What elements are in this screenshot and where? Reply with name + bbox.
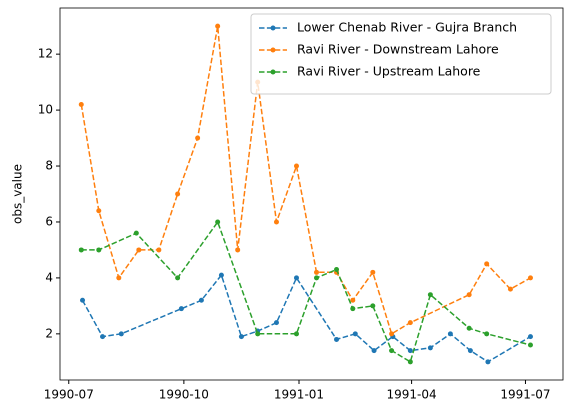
- point: [238, 334, 244, 340]
- y-tick-label: 4: [45, 270, 53, 284]
- point: [467, 348, 473, 354]
- point: [407, 359, 413, 365]
- point: [447, 331, 453, 337]
- point: [116, 275, 122, 281]
- point: [273, 320, 279, 326]
- legend-marker: [270, 47, 276, 53]
- x-tick-label: 1990-10: [159, 388, 209, 402]
- point: [466, 292, 472, 298]
- point: [527, 275, 533, 281]
- point: [293, 163, 299, 169]
- point: [334, 336, 340, 342]
- legend-marker: [270, 69, 276, 75]
- point: [370, 269, 376, 275]
- point: [100, 334, 106, 340]
- point: [235, 247, 241, 253]
- point: [215, 219, 221, 225]
- legend-label: Lower Chenab River - Gujra Branch: [297, 20, 517, 35]
- point: [136, 247, 142, 253]
- point: [96, 247, 102, 253]
- legend-label: Ravi River - Upstream Lahore: [297, 64, 481, 79]
- point: [78, 247, 84, 253]
- point: [371, 348, 377, 354]
- point: [407, 320, 413, 326]
- point: [350, 306, 356, 312]
- point: [350, 297, 356, 303]
- point: [255, 331, 261, 337]
- point: [293, 275, 299, 281]
- series-line: [81, 273, 531, 363]
- y-tick-label: 6: [45, 214, 53, 228]
- point: [218, 272, 224, 278]
- point: [427, 345, 433, 351]
- point: [175, 191, 181, 197]
- x-tick-label: 1991-04: [387, 388, 437, 402]
- point: [215, 23, 221, 29]
- point: [370, 303, 376, 309]
- point: [484, 331, 490, 337]
- point: [352, 331, 358, 337]
- point: [484, 261, 490, 267]
- point: [195, 135, 201, 141]
- point: [78, 101, 84, 107]
- point: [485, 359, 491, 365]
- point: [334, 267, 340, 273]
- point: [314, 269, 320, 275]
- x-tick-label: 1991-07: [500, 388, 550, 402]
- series-line: [80, 26, 531, 335]
- point: [156, 247, 162, 253]
- point: [178, 306, 184, 312]
- point: [507, 286, 513, 292]
- y-axis-label: obs_value: [11, 164, 25, 224]
- point: [273, 219, 279, 225]
- y-tick-label: 10: [38, 103, 53, 117]
- y-tick-label: 2: [45, 326, 53, 340]
- point: [527, 334, 533, 340]
- plot-frame: [59, 7, 564, 381]
- point: [389, 331, 395, 337]
- x-tick-label: 1991-01: [274, 388, 324, 402]
- y-tick-label: 8: [45, 159, 53, 173]
- legend-marker: [270, 25, 276, 31]
- point: [466, 325, 472, 331]
- point: [389, 348, 395, 354]
- point: [80, 297, 86, 303]
- point: [407, 348, 413, 354]
- legend-box: [250, 13, 552, 95]
- y-tick-label: 12: [38, 47, 53, 61]
- point: [527, 342, 533, 348]
- point: [293, 331, 299, 337]
- legend-label: Ravi River - Downstream Lahore: [297, 42, 499, 57]
- point: [133, 230, 139, 236]
- point: [427, 292, 433, 298]
- point: [314, 275, 320, 281]
- point: [175, 275, 181, 281]
- x-tick-label: 1990-07: [44, 388, 94, 402]
- point: [198, 297, 204, 303]
- point: [96, 208, 102, 214]
- point: [118, 331, 124, 337]
